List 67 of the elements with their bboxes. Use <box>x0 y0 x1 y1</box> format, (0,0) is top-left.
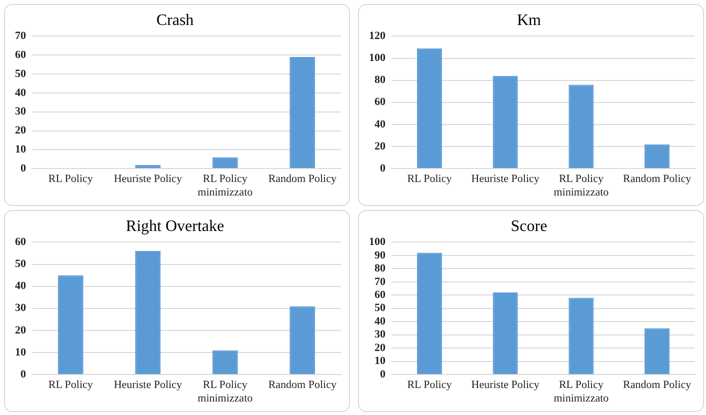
y-tick-label: 40 <box>374 118 386 130</box>
bar <box>416 48 442 168</box>
x-tick-label: RL Policy minimizzato <box>554 173 610 198</box>
x-tick-label: RL Policy <box>407 379 452 392</box>
y-tick-label: 70 <box>374 276 386 288</box>
y-tick-label: 120 <box>369 30 386 42</box>
y-tick-label: 70 <box>15 30 26 42</box>
x-tick-label: RL Policy <box>48 173 94 186</box>
x-tick-label: Random Policy <box>268 173 337 186</box>
y-tick-label: 60 <box>15 236 26 248</box>
bar <box>644 328 670 374</box>
chart-title: Score <box>510 218 548 235</box>
bar <box>568 298 594 374</box>
y-tick-label: 40 <box>15 280 26 292</box>
y-tick-label: 80 <box>374 262 386 275</box>
y-tick-label: 60 <box>374 96 386 108</box>
y-tick-label: 20 <box>15 324 26 336</box>
x-tick-label: Random Policy <box>622 173 692 186</box>
y-tick-label: 10 <box>374 355 386 368</box>
bar <box>212 157 238 168</box>
chart-title: Right Overtake <box>126 218 224 235</box>
chart-title: Km <box>517 12 542 29</box>
x-tick-label: Heuriste Policy <box>114 379 182 392</box>
x-tick-label: Heuriste Policy <box>471 173 540 186</box>
bar <box>492 76 518 168</box>
y-tick-label: 40 <box>374 315 386 328</box>
y-tick-label: 50 <box>15 68 26 80</box>
x-tick-label: RL Policy <box>48 379 94 392</box>
y-tick-label: 50 <box>374 302 386 314</box>
y-tick-label: 10 <box>15 346 26 358</box>
x-tick-label: Heuriste Policy <box>471 379 540 392</box>
bar <box>416 252 442 374</box>
chart-title: Crash <box>156 12 194 29</box>
bar <box>290 57 316 168</box>
y-tick-label: 30 <box>15 106 26 118</box>
y-tick-label: 20 <box>15 124 26 137</box>
bar <box>212 350 238 374</box>
x-tick-label: RL Policy minimizzato <box>554 379 610 404</box>
y-tick-label: 20 <box>374 342 386 354</box>
bar <box>58 275 84 374</box>
y-tick-label: 90 <box>374 249 386 262</box>
bar <box>290 306 316 374</box>
bar <box>644 144 670 168</box>
y-tick-label: 0 <box>380 368 386 380</box>
x-tick-label: Heuriste Policy <box>114 173 182 186</box>
y-tick-label: 30 <box>374 328 386 341</box>
y-tick-label: 0 <box>20 368 26 380</box>
x-tick-label: Random Policy <box>268 379 337 392</box>
x-tick-label: Random Policy <box>622 379 692 392</box>
y-tick-label: 50 <box>15 258 26 270</box>
y-tick-label: 0 <box>380 162 386 174</box>
bar <box>135 251 161 374</box>
bar <box>568 84 594 168</box>
y-tick-label: 100 <box>369 236 386 248</box>
x-tick-label: RL Policy <box>407 173 452 186</box>
y-tick-label: 0 <box>20 162 26 174</box>
y-tick-label: 80 <box>374 74 386 86</box>
y-tick-label: 10 <box>15 144 26 156</box>
x-tick-label: RL Policy minimizzato <box>198 173 254 198</box>
bar <box>492 292 518 374</box>
y-tick-label: 20 <box>374 140 386 152</box>
x-tick-label: RL Policy minimizzato <box>198 379 254 404</box>
y-tick-label: 30 <box>15 302 26 314</box>
y-tick-label: 100 <box>369 52 386 64</box>
y-tick-label: 40 <box>15 86 26 99</box>
y-tick-label: 60 <box>374 289 386 302</box>
y-tick-label: 60 <box>15 48 26 61</box>
